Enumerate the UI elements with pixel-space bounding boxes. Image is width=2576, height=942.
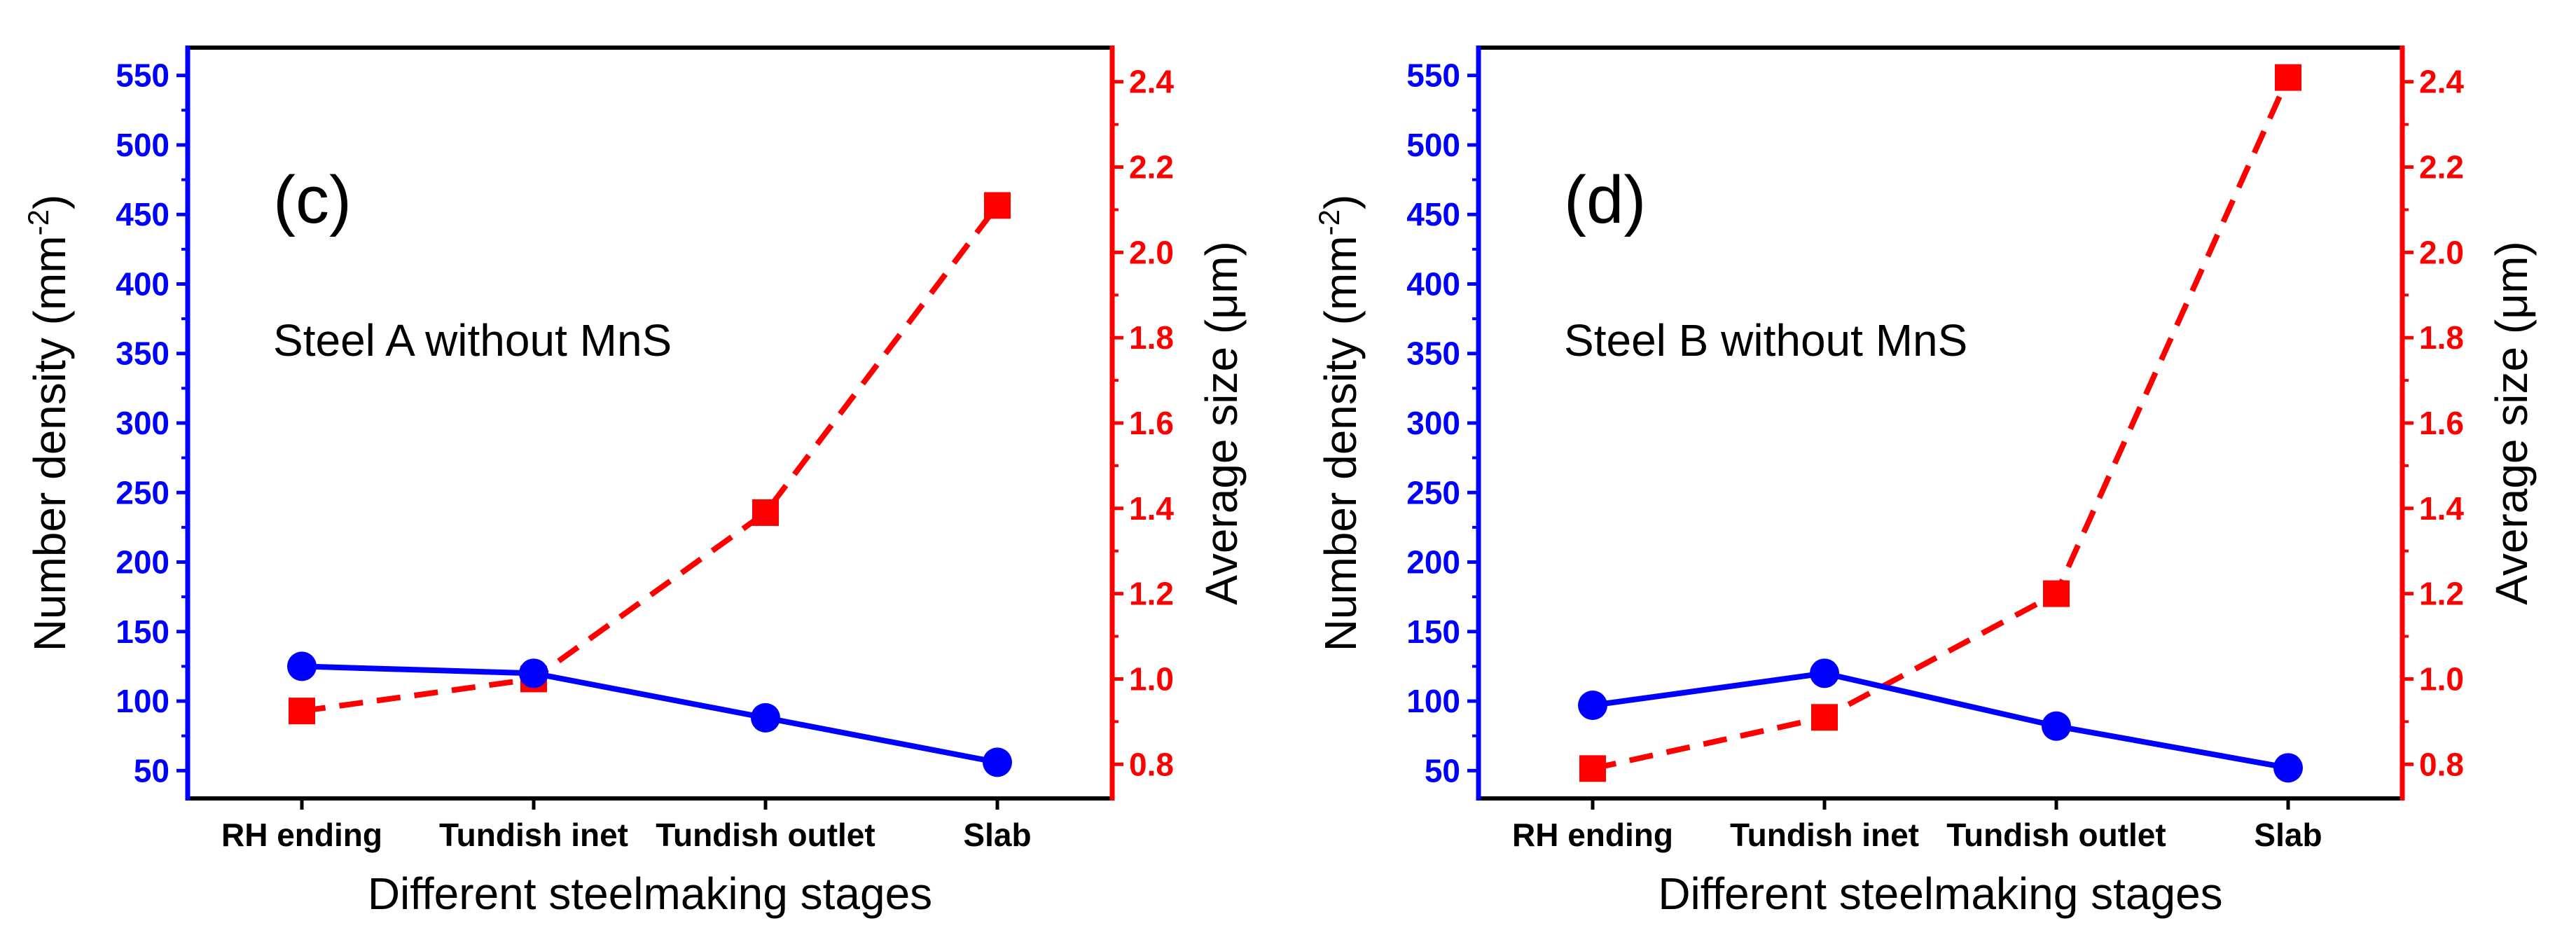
right-tick-label: 1.0 (1129, 660, 1174, 697)
number-density-point (751, 702, 780, 733)
number-density-point (519, 658, 548, 688)
left-tick-label: 100 (1406, 683, 1460, 719)
right-tick-label: 2.0 (2419, 234, 2464, 270)
left-tick-label: 500 (116, 127, 169, 163)
left-tick-label: 250 (116, 474, 169, 511)
x-axis-title: Different steelmaking stages (1658, 868, 2222, 919)
x-tick-label: Slab (2254, 817, 2322, 853)
x-tick-label: Tundish inet (439, 817, 628, 853)
x-tick-label: Tundish inet (1730, 817, 1919, 853)
x-tick-label: Slab (963, 817, 1031, 853)
average-size-point (984, 192, 1011, 219)
left-tick-label: 450 (1406, 196, 1460, 233)
number-density-point (2273, 753, 2303, 783)
average-size-point (2043, 580, 2070, 607)
right-tick-label: 1.4 (2419, 490, 2464, 527)
average-size-point (1811, 704, 1838, 731)
number-density-point (1810, 658, 1839, 688)
chart-annotation: Steel B without MnS (1564, 315, 1967, 366)
left-tick-label: 200 (1406, 544, 1460, 581)
left-y-axis-title: Number density (mm-2) (1313, 195, 1366, 652)
number-density-line (301, 663, 998, 766)
left-y-axis-title: Number density (mm-2) (22, 195, 75, 652)
left-tick-label: 250 (1406, 474, 1460, 511)
left-tick-label: 50 (134, 752, 169, 789)
x-tick-label: Tundish outlet (1946, 817, 2166, 853)
average-size-line (301, 203, 1000, 714)
average-size-point (1579, 755, 1606, 782)
right-tick-label: 1.4 (1129, 490, 1174, 527)
panel-label: (d) (1564, 162, 1646, 237)
right-tick-label: 2.2 (1129, 149, 1174, 186)
right-y-axis-title: Average size (μm) (1196, 241, 1247, 604)
right-tick-label: 1.0 (2419, 660, 2464, 697)
left-tick-label: 150 (1406, 614, 1460, 650)
average-size-point (752, 499, 779, 526)
left-y-axis-title-part: Number density (mm (1315, 235, 1366, 651)
left-tick-label: 200 (116, 544, 169, 581)
left-tick-label: 550 (1406, 57, 1460, 94)
right-y-axis-title: Average size (μm) (2486, 241, 2537, 604)
number-density-point (2042, 711, 2071, 741)
number-density-point (287, 651, 317, 681)
left-y-axis-title-part: ) (1315, 195, 1366, 209)
left-tick-label: 400 (1406, 265, 1460, 302)
right-tick-label: 1.2 (1129, 576, 1174, 612)
right-tick-label: 0.8 (1129, 746, 1174, 782)
left-y-axis-title-part: Number density (mm (25, 235, 75, 651)
x-tick-label: Tundish outlet (656, 817, 875, 853)
panel-label: (c) (273, 162, 352, 237)
x-axis-title: Different steelmaking stages (368, 868, 932, 919)
right-tick-label: 2.4 (2419, 64, 2464, 100)
left-tick-label: 300 (116, 405, 169, 441)
right-tick-label: 1.8 (1129, 319, 1174, 356)
right-tick-label: 2.2 (2419, 149, 2464, 186)
x-tick-label: RH ending (1512, 817, 1673, 853)
chart-panel-c: 50 100 150 200 250 300 350 400 450 500 550 0.8 1.0 1.… (22, 46, 1247, 919)
number-density-point (1578, 690, 1607, 720)
left-tick-label: 50 (1425, 752, 1460, 789)
right-tick-label: 2.0 (1129, 234, 1174, 270)
right-tick-label: 2.4 (1129, 64, 1174, 100)
right-tick-label: 0.8 (2419, 746, 2464, 782)
right-tick-label: 1.6 (2419, 405, 2464, 441)
left-tick-label: 100 (116, 683, 169, 719)
left-tick-label: 150 (116, 614, 169, 650)
average-size-point (2275, 64, 2301, 91)
left-tick-label: 550 (116, 57, 169, 94)
number-density-line (1592, 670, 2289, 771)
average-size-line (1592, 76, 2291, 772)
left-y-axis-title-superscript: -2 (1313, 209, 1345, 235)
left-tick-label: 400 (116, 265, 169, 302)
left-tick-label: 350 (116, 335, 169, 372)
x-tick-label: RH ending (221, 817, 382, 853)
right-tick-label: 1.8 (2419, 319, 2464, 356)
left-tick-label: 300 (1406, 405, 1460, 441)
left-y-axis-title-superscript: -2 (22, 209, 55, 235)
number-density-point (983, 747, 1012, 777)
average-size-point (289, 698, 315, 725)
left-tick-label: 500 (1406, 127, 1460, 163)
right-tick-label: 1.2 (2419, 576, 2464, 612)
left-tick-label: 450 (116, 196, 169, 233)
left-y-axis-title-part: ) (25, 195, 75, 209)
right-tick-label: 1.6 (1129, 405, 1174, 441)
left-tick-label: 350 (1406, 335, 1460, 372)
chart-annotation: Steel A without MnS (273, 315, 672, 366)
chart-panel-d: 50 100 150 200 250 300 350 400 450 500 550 0.8 1.0 1.… (1313, 46, 2537, 919)
